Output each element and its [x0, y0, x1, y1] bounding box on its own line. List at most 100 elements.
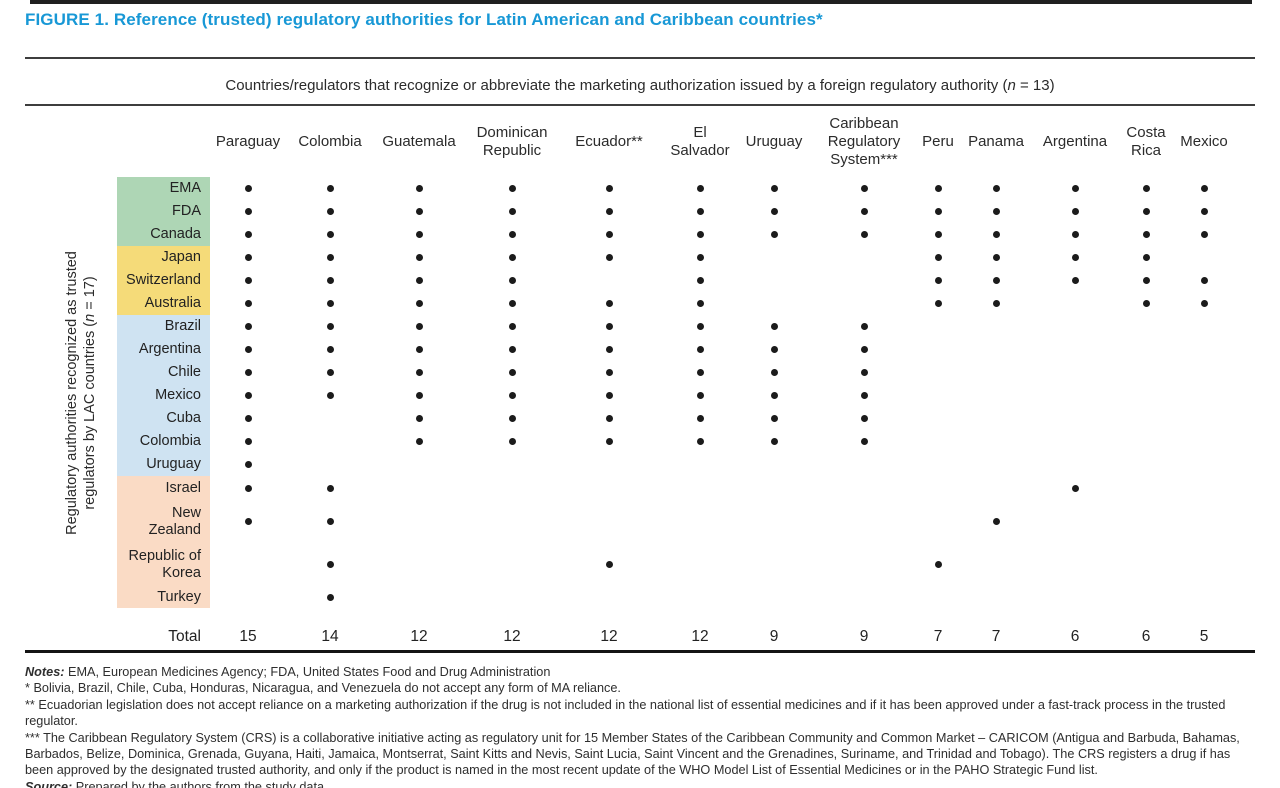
- matrix-dot: [1142, 300, 1150, 307]
- column-header: Paraguay: [215, 132, 281, 150]
- row-label: Chile: [117, 361, 210, 384]
- matrix-dot: [415, 392, 423, 399]
- horizontal-rule-header: [25, 104, 1255, 106]
- matrix-dot: [770, 323, 778, 330]
- matrix-dot: [605, 369, 613, 376]
- column-header: Peru: [922, 132, 954, 150]
- matrix-dot: [860, 392, 868, 399]
- total-value: 9: [769, 628, 779, 645]
- total-value: 7: [991, 628, 1001, 645]
- matrix-dot: [326, 277, 334, 284]
- column-header: Guatemala: [382, 132, 456, 150]
- matrix-dot: [605, 231, 613, 238]
- total-value: 15: [239, 628, 257, 645]
- row-label: Cuba: [117, 407, 210, 430]
- row-label: Brazil: [117, 315, 210, 338]
- matrix-dot: [508, 438, 516, 445]
- column-header: Costa Rica: [1126, 123, 1166, 159]
- column-header: Colombia: [298, 132, 362, 150]
- column-header: Mexico: [1180, 132, 1228, 150]
- matrix-dot: [696, 415, 704, 422]
- matrix-dot: [508, 254, 516, 261]
- matrix-dot: [860, 369, 868, 376]
- matrix-dot: [415, 369, 423, 376]
- matrix-dot: [415, 300, 423, 307]
- matrix-dot: [770, 185, 778, 192]
- matrix-dot: [244, 208, 252, 215]
- matrix-dot: [1200, 277, 1208, 284]
- total-value: 14: [321, 628, 339, 645]
- matrix-dot: [244, 231, 252, 238]
- matrix-dot: [244, 518, 252, 525]
- column-header: Ecuador**: [575, 132, 643, 150]
- matrix-dot: [1142, 231, 1150, 238]
- matrix-dot: [605, 561, 613, 568]
- matrix-dot: [1071, 231, 1079, 238]
- table-spanner-suffix: = 13): [1015, 77, 1055, 94]
- matrix-dot: [1071, 484, 1079, 492]
- matrix-dot: [508, 277, 516, 284]
- table-spanner-header: Countries/regulators that recognize or a…: [25, 77, 1255, 94]
- row-label: FDA: [117, 200, 210, 223]
- horizontal-rule-bottom: [25, 650, 1255, 653]
- matrix-dot: [605, 300, 613, 307]
- row-label: Israel: [117, 476, 210, 500]
- matrix-dot: [934, 561, 942, 568]
- matrix-dot: [508, 392, 516, 399]
- note-lead: Source:: [25, 779, 73, 788]
- matrix-dot: [326, 561, 334, 568]
- row-label: New Zealand: [117, 500, 210, 543]
- matrix-dot: [1071, 185, 1079, 192]
- matrix-dot: [1200, 231, 1208, 238]
- matrix-dot: [696, 208, 704, 215]
- table-spanner-n: n: [1007, 77, 1016, 94]
- matrix-dot: [770, 369, 778, 376]
- row-label: Switzerland: [117, 269, 210, 292]
- matrix-dot: [696, 185, 704, 192]
- matrix-dot: [860, 208, 868, 215]
- matrix-dot: [770, 415, 778, 422]
- matrix-dot: [696, 300, 704, 307]
- matrix-dot: [415, 346, 423, 353]
- matrix-dot: [508, 208, 516, 215]
- y-axis-line2-text: regulators by LAC countries (: [82, 321, 98, 510]
- matrix-dot: [415, 323, 423, 330]
- matrix-dot: [860, 346, 868, 353]
- row-label: Canada: [117, 223, 210, 246]
- matrix-dot: [934, 300, 942, 307]
- total-value: 6: [1070, 628, 1080, 645]
- matrix-dot: [244, 461, 252, 468]
- row-label: Mexico: [117, 384, 210, 407]
- matrix-dot: [1071, 254, 1079, 261]
- matrix-dot: [770, 438, 778, 445]
- matrix-dot: [770, 392, 778, 399]
- table-spanner-text: Countries/regulators that recognize or a…: [225, 77, 1008, 94]
- matrix-dot: [992, 300, 1000, 307]
- row-label: Turkey: [117, 586, 210, 608]
- matrix-dot: [696, 323, 704, 330]
- matrix-dot: [415, 438, 423, 445]
- matrix-dot: [326, 518, 334, 525]
- total-value: 7: [933, 628, 943, 645]
- row-label: Republic of Korea: [117, 543, 210, 586]
- matrix-dot: [605, 323, 613, 330]
- matrix-dot: [860, 415, 868, 422]
- column-header: El Salvador: [670, 123, 730, 159]
- matrix-dot: [860, 323, 868, 330]
- matrix-dot: [992, 254, 1000, 261]
- matrix-dot: [326, 369, 334, 376]
- matrix-dot: [326, 484, 334, 492]
- matrix-dot: [508, 323, 516, 330]
- matrix-dot: [244, 369, 252, 376]
- matrix-dot: [1142, 277, 1150, 284]
- matrix-dot: [326, 392, 334, 399]
- matrix-dot: [326, 231, 334, 238]
- matrix-dot: [992, 277, 1000, 284]
- matrix-dot: [1200, 300, 1208, 307]
- matrix-dot: [326, 208, 334, 215]
- column-header: Uruguay: [745, 132, 803, 150]
- matrix-dot: [934, 254, 942, 261]
- matrix-dot: [508, 415, 516, 422]
- figure-title: FIGURE 1. Reference (trusted) regulatory…: [25, 10, 823, 29]
